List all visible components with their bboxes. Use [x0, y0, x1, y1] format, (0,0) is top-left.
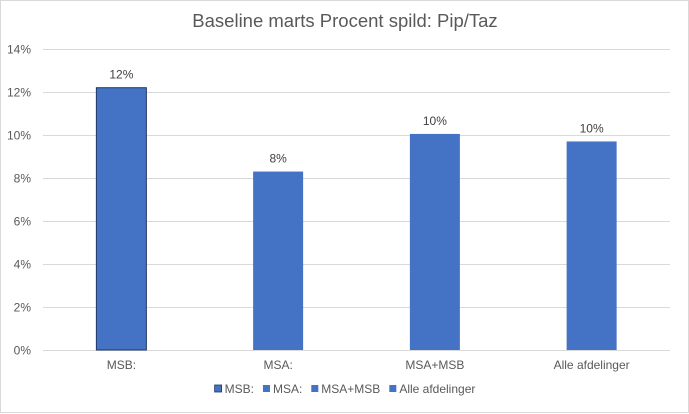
bar [410, 134, 460, 350]
bars [96, 88, 616, 350]
legend-swatch [263, 385, 270, 392]
legend-label: MSB: [225, 382, 254, 396]
y-axis-ticks: 0% 2% 4% 6% 8% 10% 12% 14% [7, 43, 31, 358]
x-tick-label: MSB: [107, 358, 136, 372]
legend-item: MSA+MSB [311, 382, 380, 396]
legend-item: MSB: [215, 382, 254, 396]
legend-label: Alle afdelinger [399, 382, 475, 396]
data-label: 10% [423, 114, 447, 128]
y-tick-label: 4% [14, 258, 32, 272]
y-tick-label: 12% [7, 86, 31, 100]
legend-swatch [389, 385, 396, 392]
legend-label: MSA: [273, 382, 302, 396]
legend-item: MSA: [263, 382, 302, 396]
y-tick-label: 14% [7, 43, 31, 57]
y-tick-label: 10% [7, 129, 31, 143]
bar-chart: Baseline marts Procent spild: Pip/Taz 0%… [1, 1, 689, 414]
legend: MSB: MSA: MSA+MSB Alle afdelinger [215, 382, 476, 396]
legend-swatch [311, 385, 318, 392]
x-tick-label: MSA+MSB [405, 358, 464, 372]
x-tick-label: MSA: [263, 358, 292, 372]
bar [253, 172, 303, 350]
y-tick-label: 8% [14, 172, 32, 186]
chart-frame: Baseline marts Procent spild: Pip/Taz 0%… [0, 0, 689, 413]
y-tick-label: 2% [14, 301, 32, 315]
data-labels: 12% 8% 10% 10% [109, 68, 604, 166]
data-label: 12% [109, 68, 133, 82]
data-label: 10% [580, 121, 604, 135]
legend-label: MSA+MSB [321, 382, 380, 396]
legend-swatch [215, 385, 222, 392]
y-tick-label: 0% [14, 344, 32, 358]
data-label: 8% [269, 152, 287, 166]
x-axis-ticks: MSB: MSA: MSA+MSB Alle afdelinger [107, 358, 630, 372]
legend-item: Alle afdelinger [389, 382, 475, 396]
y-tick-label: 6% [14, 215, 32, 229]
bar [567, 141, 617, 350]
bar [96, 88, 146, 350]
chart-title: Baseline marts Procent spild: Pip/Taz [192, 10, 497, 31]
x-tick-label: Alle afdelinger [554, 358, 630, 372]
